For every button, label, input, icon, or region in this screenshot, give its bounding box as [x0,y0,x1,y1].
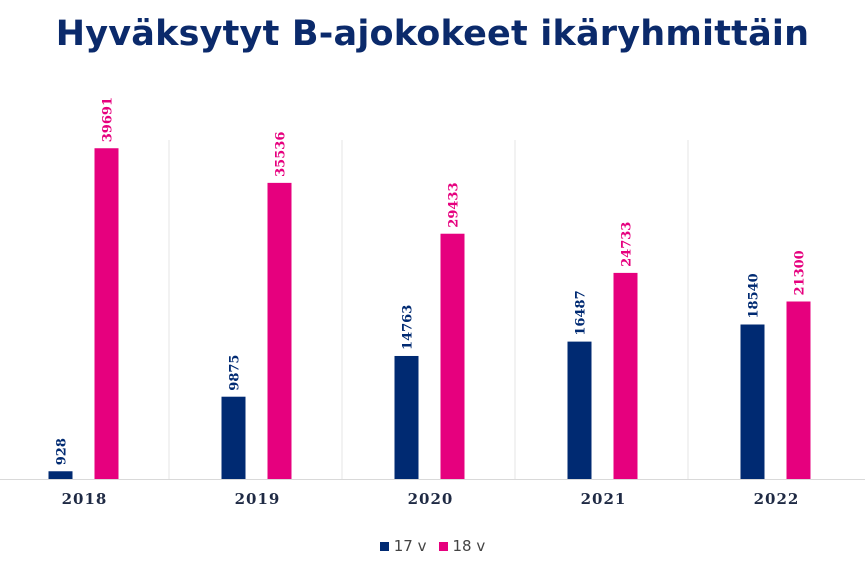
legend-item: 17 v [379,537,427,555]
legend-item: 18 v [438,537,486,555]
bar-18v-2019 [267,182,292,479]
legend-swatch [438,541,448,551]
bar-17v-2019 [221,396,246,479]
legend-label: 17 v [393,537,427,555]
data-label: 18540 [747,273,762,318]
bar-18v-2018 [94,148,119,479]
data-label: 29433 [447,182,462,227]
x-tick-label: 2018 [62,490,108,508]
data-labels: 928 39691 9875 35536 14763 29433 16487 24733 185… [55,97,808,465]
bar-18v-2020 [440,233,465,479]
data-label: 24733 [620,222,635,267]
bar-17v-2021 [567,341,592,479]
bar-17v-2020 [394,355,419,479]
chart-title: Hyväksytyt B-ajokokeet ikäryhmittäin [55,14,810,54]
x-axis-ticks: 2018 2019 2020 2021 2022 [62,490,800,508]
data-label: 35536 [274,132,289,177]
legend: 17 v 18 v [0,537,865,555]
bar-17v-2022 [740,324,765,479]
bar-18v-2021 [613,272,638,479]
legend-swatch [379,541,389,551]
legend-label: 18 v [452,537,486,555]
data-label: 928 [55,438,70,465]
data-label: 16487 [574,290,589,335]
data-label: 21300 [793,250,808,295]
bars [48,148,811,479]
x-tick-label: 2022 [754,490,800,508]
bar-17v-2018 [48,471,73,479]
data-label: 14763 [401,305,416,350]
x-tick-label: 2020 [408,490,454,508]
data-label: 9875 [228,355,243,391]
bar-18v-2022 [786,301,811,479]
gridlines [168,140,689,479]
bar-chart: 928 39691 9875 35536 14763 29433 16487 24733 185… [0,97,865,508]
data-label: 39691 [101,97,116,142]
x-tick-label: 2019 [235,490,281,508]
x-tick-label: 2021 [581,490,627,508]
